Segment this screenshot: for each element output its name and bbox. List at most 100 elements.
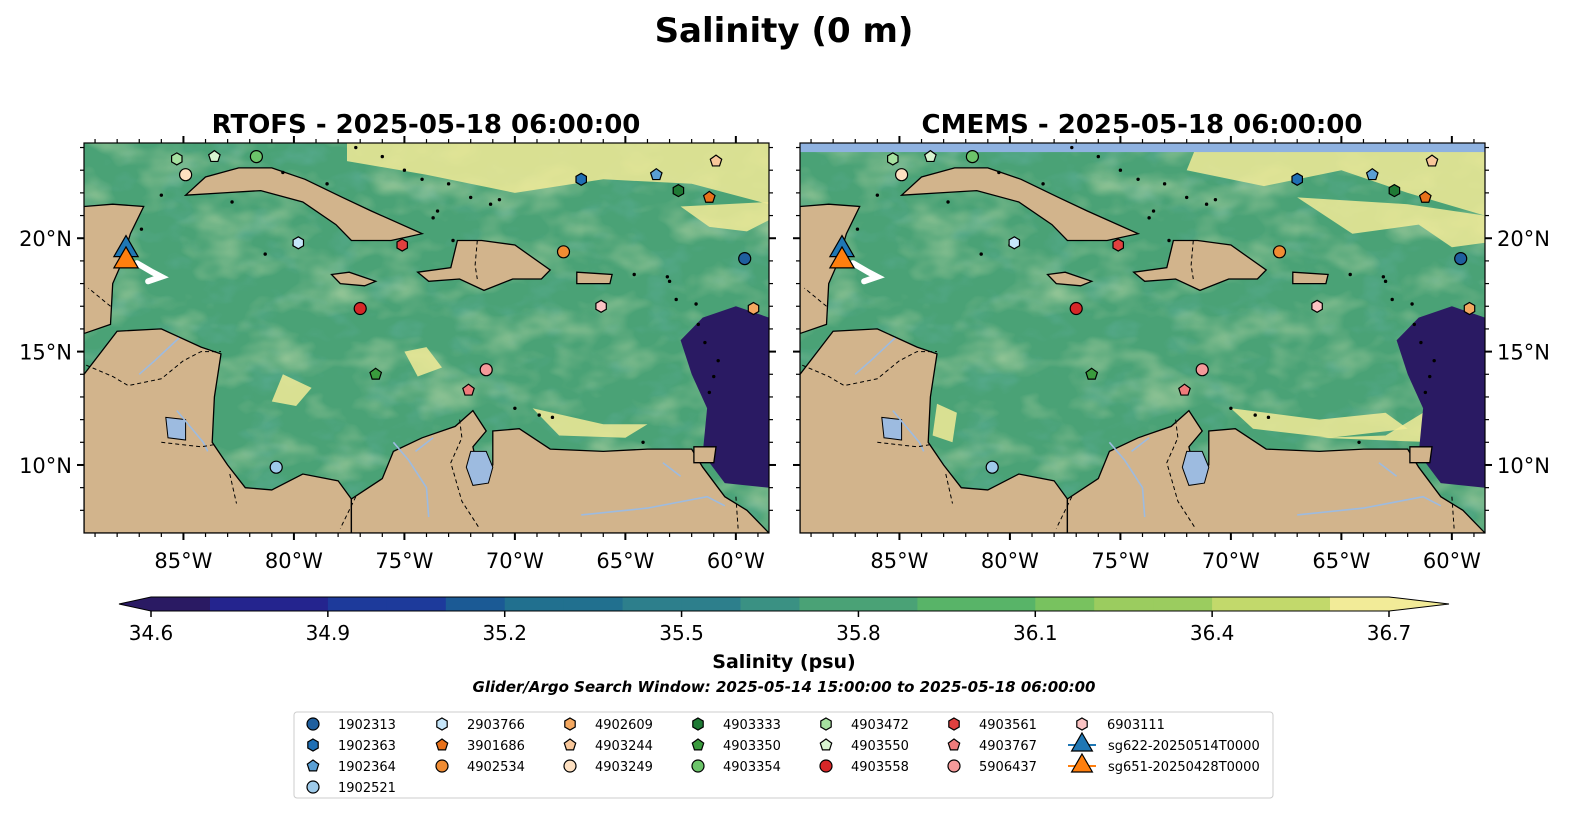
cmems-lon-label: 80°W xyxy=(981,549,1039,573)
legend-label: 4903558 xyxy=(851,760,909,775)
legend-marker-4903244 xyxy=(563,738,577,751)
legend-marker-4903472 xyxy=(820,717,832,731)
float-marker-4903249 xyxy=(178,168,193,182)
small-island xyxy=(513,406,517,410)
land-puertoRico xyxy=(576,271,613,285)
float-marker-4903472 xyxy=(887,152,899,166)
small-island xyxy=(1428,374,1432,379)
land-hispaniola xyxy=(1132,239,1268,292)
country-border xyxy=(229,473,237,504)
colorbar-bin xyxy=(386,597,447,611)
river xyxy=(415,437,434,453)
colorbar-tick-label: 34.6 xyxy=(129,621,174,645)
legend-label: 4903354 xyxy=(723,760,781,775)
colorbar-tick-label: 36.1 xyxy=(1013,621,1058,645)
legend-marker-1902364 xyxy=(306,759,320,772)
colorbar-bins xyxy=(151,597,1390,611)
legend: 1902313 1902363 1902364 1902521 2903766 39016… xyxy=(293,711,1274,799)
country-border xyxy=(339,496,357,529)
legend-marker-4903350 xyxy=(691,738,705,751)
float-marker-5906437 xyxy=(479,363,493,377)
legend-label: 3901686 xyxy=(467,739,525,754)
small-island xyxy=(946,200,950,204)
float-marker-4903472 xyxy=(171,152,183,166)
small-island xyxy=(1136,177,1140,181)
small-island xyxy=(1423,390,1428,395)
country-border xyxy=(1055,496,1073,529)
river xyxy=(138,337,180,375)
float-marker-4902609 xyxy=(1463,301,1476,316)
legend-marker-4903333 xyxy=(692,717,704,731)
legend-marker-4903558 xyxy=(819,759,833,773)
small-island xyxy=(380,154,385,159)
legend-label: 4903472 xyxy=(851,718,909,733)
river xyxy=(1297,495,1442,516)
land-cuba xyxy=(183,167,425,242)
cmems-low-salinity-zone xyxy=(1396,306,1485,488)
small-island xyxy=(325,182,329,186)
legend-items: 1902313 1902363 1902364 1902521 2903766 39016… xyxy=(306,717,1260,796)
legend-label: 4903561 xyxy=(979,718,1037,733)
country-border xyxy=(804,287,827,307)
colorbar-bin xyxy=(504,597,565,611)
cmems-axes: 85°W 80°W 75°W 70°W 65°W 60°W 20°N 15°N 10°N xyxy=(793,136,1550,573)
cmems-high-salinity-zone xyxy=(1297,197,1485,248)
float-marker-4903558 xyxy=(1069,301,1083,316)
cmems-lat-label: 15°N xyxy=(1497,341,1550,365)
float-marker-4903354 xyxy=(249,150,263,164)
small-island xyxy=(263,252,267,256)
small-island xyxy=(1419,340,1423,345)
figure-title: Salinity (0 m) xyxy=(655,11,914,51)
river xyxy=(1131,437,1150,453)
legend-marker-3901686 xyxy=(435,738,449,751)
glider-track xyxy=(134,260,169,285)
small-island xyxy=(468,195,473,200)
small-island xyxy=(997,170,1001,175)
float-marker-1902521 xyxy=(269,460,283,474)
small-island xyxy=(1266,415,1271,420)
land-puertoRico xyxy=(1292,271,1329,285)
small-island xyxy=(281,170,285,175)
legend-marker-1902313 xyxy=(306,717,320,731)
small-island xyxy=(703,340,707,345)
small-island xyxy=(1213,197,1218,202)
float-marker-4903767 xyxy=(462,383,475,396)
land-jamaica xyxy=(330,271,378,287)
colorbar-bin xyxy=(1271,597,1331,611)
legend-label: sg651-20250428T0000 xyxy=(1108,760,1260,775)
colorbar-bin xyxy=(1035,597,1095,611)
legend-marker-1902521 xyxy=(306,780,320,794)
colorbar-tick-label: 34.9 xyxy=(306,621,351,645)
rtofs-lon-label: 75°W xyxy=(375,549,433,573)
country-border xyxy=(735,496,739,529)
small-island xyxy=(1184,195,1189,200)
float-marker-2903766 xyxy=(1008,236,1021,250)
small-island xyxy=(1118,168,1123,172)
legend-marker-sg622-20250514T0000 xyxy=(1070,731,1094,752)
legend-marker-4903561 xyxy=(948,717,960,731)
legend-label: 6903111 xyxy=(1107,718,1165,733)
land-cuba xyxy=(899,167,1141,242)
legend-marker-sg651-20250428T0000 xyxy=(1070,752,1094,773)
colorbar-bin xyxy=(1094,597,1154,611)
rtofs-high-salinity-zone xyxy=(680,202,769,232)
cmems-map-panel: CMEMS - 2025-05-18 06:00:00 xyxy=(799,110,1486,534)
glider-track xyxy=(850,260,885,285)
country-border xyxy=(86,351,221,387)
rtofs-low-salinity-zone xyxy=(680,306,769,488)
cmems-lat-label: 10°N xyxy=(1497,454,1550,478)
small-island xyxy=(139,227,144,231)
small-island xyxy=(451,238,455,243)
colorbar-tick-label: 36.7 xyxy=(1367,621,1412,645)
rtofs-map-body xyxy=(84,143,769,533)
colorbar-bin xyxy=(1212,597,1272,611)
colorbar-bin xyxy=(740,597,801,611)
float-marker-1902313 xyxy=(738,251,752,266)
float-marker-1902364 xyxy=(1365,167,1379,181)
legend-marker-5906437 xyxy=(947,759,961,773)
small-island xyxy=(716,358,720,363)
land-trinidad xyxy=(1409,446,1433,464)
search-window-subtitle: Glider/Argo Search Window: 2025-05-14 15… xyxy=(473,678,1096,696)
country-border xyxy=(88,287,111,307)
small-island xyxy=(694,302,698,306)
